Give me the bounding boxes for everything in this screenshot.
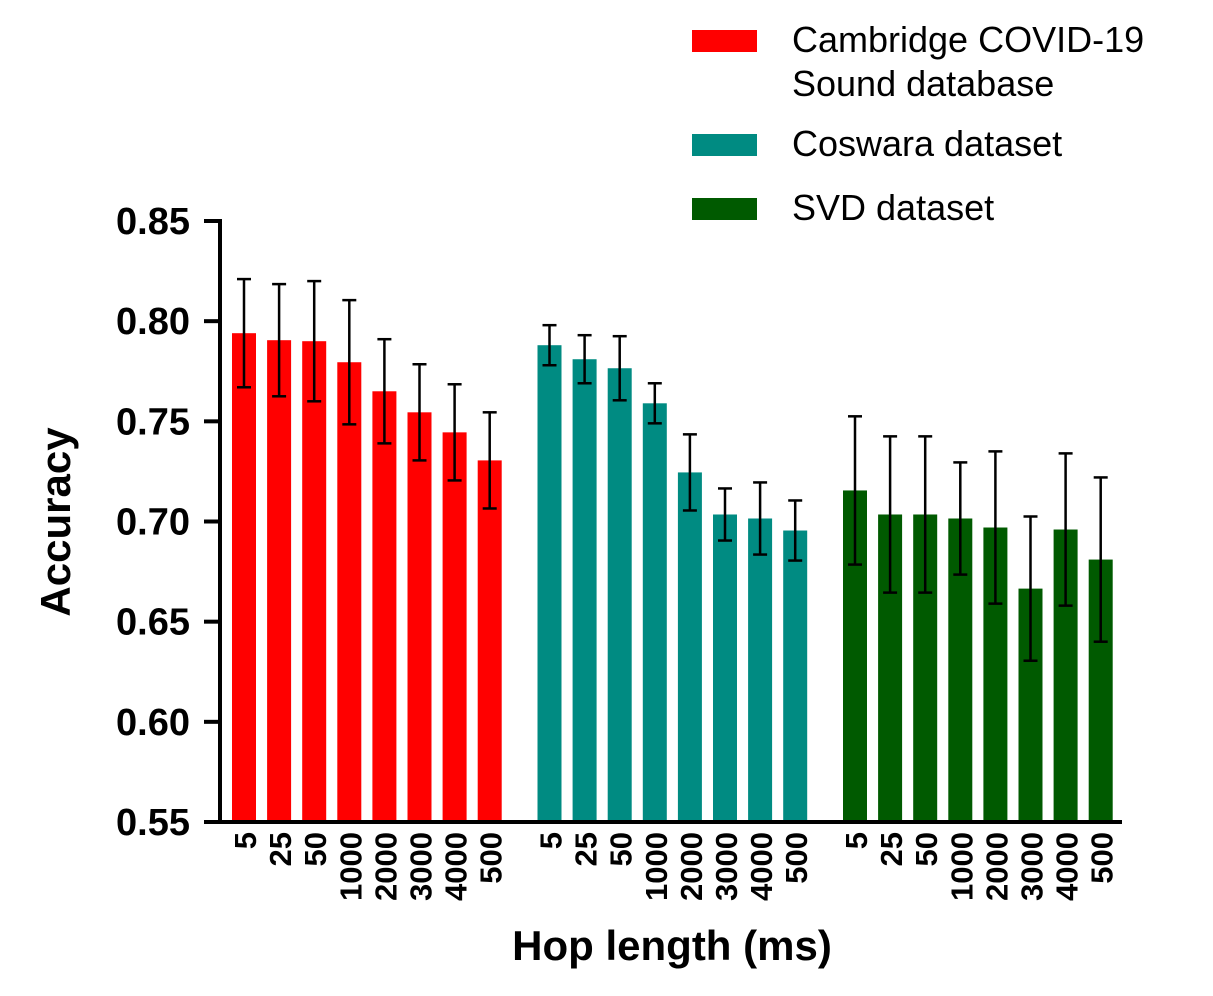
- x-tick-label: 25: [263, 832, 298, 866]
- legend-swatch: [692, 198, 757, 220]
- bar: [642, 403, 667, 822]
- error-bar: [1093, 476, 1108, 643]
- error-bar: [272, 282, 287, 398]
- error-bar: [883, 435, 898, 594]
- x-axis-title: Hop length (ms): [512, 922, 832, 969]
- x-tick-label: 4000: [1050, 832, 1085, 901]
- y-tick-label: 0.80: [116, 301, 190, 343]
- x-tick-label: 50: [604, 832, 639, 866]
- error-bar: [307, 279, 322, 403]
- bar: [442, 432, 467, 822]
- legend-swatch: [692, 30, 757, 52]
- bar: [607, 368, 632, 822]
- x-tick-label: 1000: [639, 832, 674, 901]
- error-bar: [753, 481, 768, 556]
- error-bar: [788, 499, 803, 562]
- error-bar: [848, 415, 862, 566]
- x-tick-label: 2000: [979, 832, 1014, 901]
- x-tick-label: 50: [298, 832, 333, 866]
- x-tick-label: 2000: [368, 832, 403, 901]
- x-tick-label: 4000: [744, 832, 779, 901]
- x-tick-label: 2000: [674, 832, 709, 901]
- bar: [677, 472, 702, 822]
- error-bar: [1058, 452, 1073, 607]
- bar: [783, 530, 808, 822]
- error-bar: [1023, 515, 1038, 662]
- error-bar: [988, 450, 1003, 605]
- x-tick-label: 1000: [333, 832, 368, 901]
- x-tick-label: 500: [779, 832, 814, 884]
- legend-label: Cambridge COVID-19 Sound database: [792, 19, 1145, 104]
- x-tick-label: 5: [534, 832, 569, 849]
- legend-label: Coswara dataset: [792, 123, 1063, 164]
- x-tick-label: 500: [474, 832, 509, 884]
- error-bar: [647, 382, 662, 425]
- y-tick-label: 0.85: [116, 201, 190, 243]
- x-tick-label: 50: [909, 832, 944, 866]
- error-bar: [953, 461, 968, 576]
- legend-label: SVD dataset: [792, 187, 995, 228]
- error-bar: [542, 323, 557, 367]
- bar: [302, 341, 327, 822]
- bar: [407, 412, 432, 822]
- x-tick-label: 3000: [1015, 832, 1050, 901]
- x-tick-label: 5: [228, 832, 263, 849]
- error-bar: [412, 362, 427, 462]
- bar: [232, 333, 256, 822]
- error-bar: [577, 333, 592, 385]
- bar: [267, 340, 292, 822]
- error-bar: [237, 277, 251, 389]
- error-bar: [612, 334, 627, 402]
- bar: [372, 391, 397, 822]
- x-tick-label: 5: [839, 832, 874, 849]
- bar: [713, 514, 737, 822]
- x-tick-label: 3000: [709, 832, 744, 901]
- error-bar: [718, 487, 732, 542]
- error-bar: [682, 433, 697, 512]
- x-tick-label: 1000: [944, 832, 979, 901]
- bar: [337, 362, 362, 822]
- y-tick-label: 0.75: [116, 401, 190, 443]
- x-tick-label: 4000: [439, 832, 474, 901]
- error-bar: [918, 435, 933, 594]
- error-bar: [342, 298, 357, 426]
- y-tick-label: 0.70: [116, 502, 190, 544]
- x-tick-label: 25: [874, 832, 909, 866]
- x-tick-label: 500: [1085, 832, 1120, 884]
- y-axis-title: Accuracy: [32, 427, 79, 617]
- bar: [748, 518, 773, 822]
- bar: [477, 460, 502, 822]
- bar: [572, 359, 597, 822]
- error-bar: [482, 411, 497, 510]
- x-tick-label: 3000: [404, 832, 439, 901]
- error-bar: [447, 383, 462, 482]
- y-tick-label: 0.55: [116, 802, 190, 844]
- error-bar: [377, 337, 392, 445]
- y-tick-label: 0.65: [116, 602, 190, 644]
- legend-swatch: [692, 134, 757, 156]
- bar: [537, 345, 562, 822]
- y-tick-label: 0.60: [116, 702, 190, 744]
- x-tick-label: 25: [569, 832, 604, 866]
